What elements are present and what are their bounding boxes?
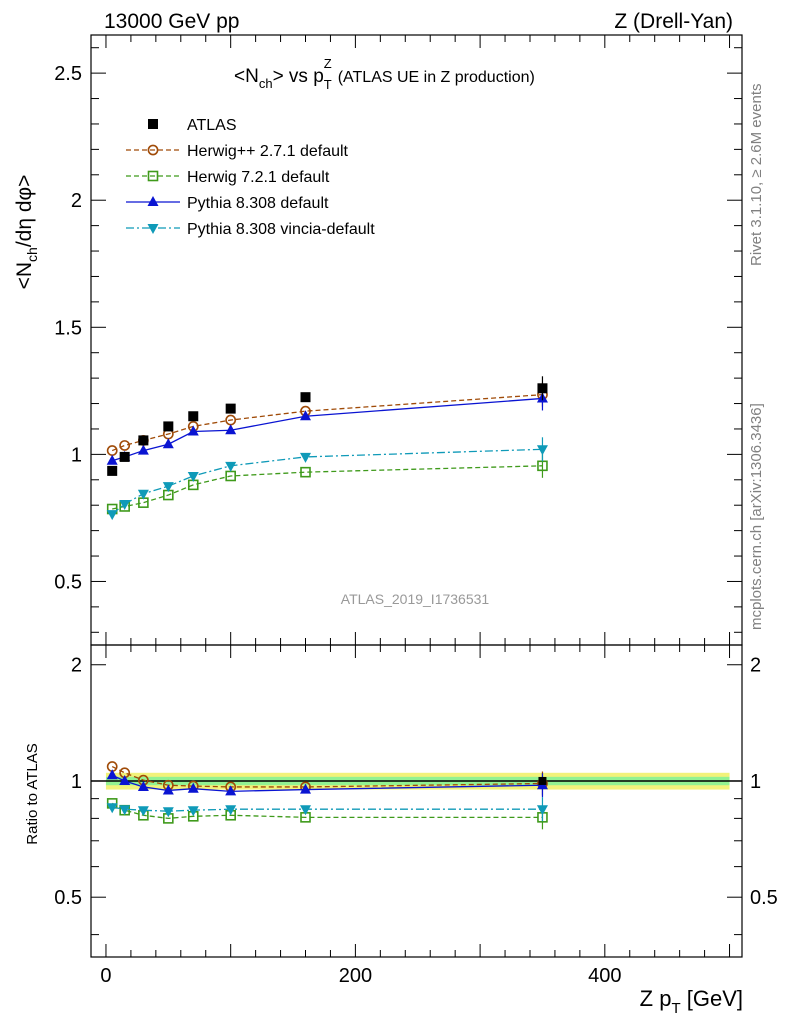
main-point-pythia-8-308-vincia-default	[300, 452, 312, 463]
ratio-y-tick-label-right: 0.5	[750, 887, 778, 909]
main-series-line-herwig-2-7-1-default	[111, 393, 543, 452]
main-point-pythia-8-308-default	[137, 444, 149, 455]
title-note: (ATLAS UE in Z production)	[338, 69, 535, 86]
legend-marker-herwig-2-7-1-default	[147, 144, 159, 156]
main-point-atlas	[225, 403, 236, 414]
legend-marker-atlas	[148, 119, 158, 129]
legend-marker-pythia-8-308-default	[147, 196, 159, 206]
analysis-watermark: ATLAS_2019_I1736531	[341, 591, 490, 607]
x-tick-label: 400	[588, 965, 621, 987]
ratio-point-pythia-8-308-vincia-default	[225, 805, 237, 816]
main-point-herwig-2-7-1-default	[119, 440, 131, 451]
ratio-y-tick-label-right: 1	[750, 771, 761, 793]
ratio-point-pythia-8-308-default	[106, 769, 118, 780]
x-tick-label: 200	[339, 965, 372, 987]
x-label-b: [GeV]	[681, 986, 743, 1011]
ratio-point-pythia-8-308-default	[162, 784, 174, 795]
side-note-bottom: mcplots.cern.ch [arXiv:1306.3436]	[748, 403, 765, 630]
title-mid: > vs p	[273, 66, 324, 87]
title-main: <N	[234, 66, 259, 87]
main-point-atlas	[188, 411, 199, 422]
main-point-pythia-8-308-default	[187, 425, 199, 436]
ratio-point-pythia-8-308-default	[187, 782, 199, 793]
ratio-y-axis-label: Ratio to ATLAS	[24, 743, 41, 844]
ratio-point-pythia-8-308-vincia-default	[162, 807, 174, 818]
ratio-plot: 0 200 400 0.5 0.5 1 1 2 2	[54, 644, 778, 987]
main-point-atlas	[300, 392, 311, 403]
y-label-sub: ch	[24, 247, 40, 262]
ratio-y-tick-label-right: 2	[750, 655, 761, 677]
ratio-point-pythia-8-308-default	[225, 785, 237, 796]
legend-marker-pythia-8-308-vincia-default	[147, 224, 159, 234]
ratio-point-pythia-8-308-vincia-default	[300, 805, 312, 816]
main-point-pythia-8-308-vincia-default	[137, 489, 149, 500]
side-note-top: Rivet 3.1.10, ≥ 2.6M events	[748, 84, 765, 267]
main-point-pythia-8-308-vincia-default	[162, 482, 174, 493]
legend-label-pythia-8-308-vincia-default: Pythia 8.308 vincia-default	[187, 221, 375, 238]
x-axis-label: Z pT [GeV]	[640, 986, 743, 1017]
ratio-point-atlas	[538, 776, 547, 785]
main-point-pythia-8-308-vincia-default	[187, 471, 199, 482]
legend-label-herwig-7-2-1-default: Herwig 7.2.1 default	[187, 169, 330, 186]
ratio-point-pythia-8-308-vincia-default	[187, 806, 199, 817]
y-tick-label: 1	[71, 444, 82, 466]
ratio-series-line-herwig-7-2-1-default	[111, 802, 543, 820]
main-point-herwig-7-2-1-default	[300, 466, 311, 478]
y-tick-label: 2.5	[54, 63, 82, 85]
y-axis-label: <Nch/dη dφ>	[13, 175, 40, 290]
ratio-frame	[90, 644, 743, 958]
main-plot: 0.5 1 1.5 2 2.5	[54, 34, 743, 646]
main-point-pythia-8-308-vincia-default	[106, 510, 118, 521]
y-tick-label: 2	[71, 190, 82, 212]
main-point-atlas	[163, 421, 174, 432]
ratio-y-tick-label: 0.5	[54, 887, 82, 909]
ratio-point-pythia-8-308-vincia-default	[106, 803, 118, 814]
y-tick-label: 1.5	[54, 317, 82, 339]
main-point-pythia-8-308-vincia-default	[119, 499, 131, 510]
x-label-a: Z p	[640, 986, 672, 1011]
y-label-a: <N	[13, 262, 36, 289]
main-point-pythia-8-308-default	[300, 410, 312, 421]
title-sub2: T	[324, 77, 332, 92]
main-series-line-pythia-8-308-default	[112, 397, 543, 462]
title-sub1: ch	[259, 76, 273, 91]
ratio-point-pythia-8-308-vincia-default	[137, 806, 149, 817]
ratio-point-pythia-8-308-default	[119, 774, 131, 785]
main-point-pythia-8-308-default	[162, 438, 174, 449]
legend-label-pythia-8-308-default: Pythia 8.308 default	[187, 195, 329, 212]
main-series-line-pythia-8-308-vincia-default	[111, 448, 543, 515]
header-right-label: Z (Drell-Yan)	[614, 10, 733, 33]
x-label-sub: T	[671, 1000, 680, 1017]
main-point-pythia-8-308-default	[225, 424, 237, 435]
legend-marker-herwig-7-2-1-default	[147, 170, 159, 182]
title-sup2: Z	[324, 56, 332, 71]
header-left-label: 13000 GeV pp	[104, 10, 239, 33]
main-series-line-herwig-7-2-1-default	[112, 465, 543, 510]
ratio-series-line-pythia-8-308-vincia-default	[112, 806, 543, 812]
plot-title: <Nch> vs pTZ (ATLAS UE in Z production)	[234, 56, 535, 92]
ratio-y-tick-label: 1	[71, 771, 82, 793]
y-label-b: /dη dφ>	[13, 175, 36, 248]
main-point-atlas	[138, 435, 149, 446]
ratio-point-pythia-8-308-default	[300, 783, 312, 794]
y-tick-label: 0.5	[54, 571, 82, 593]
legend: ATLAS Herwig++ 2.7.1 default Herwig 7.2.1 …	[126, 117, 375, 238]
ratio-series-line-herwig-2-7-1-default	[111, 765, 543, 788]
legend-label-herwig-2-7-1-default: Herwig++ 2.7.1 default	[187, 143, 349, 160]
ratio-point-pythia-8-308-vincia-default	[119, 805, 131, 816]
ratio-point-pythia-8-308-default	[137, 780, 149, 791]
x-tick-label: 0	[100, 965, 111, 987]
ratio-y-tick-label: 2	[71, 655, 82, 677]
legend-label-atlas: ATLAS	[187, 117, 237, 134]
main-point-atlas	[107, 465, 118, 476]
main-point-pythia-8-308-vincia-default	[225, 461, 237, 472]
main-point-atlas	[119, 451, 130, 462]
main-point-pythia-8-308-default	[106, 454, 118, 465]
